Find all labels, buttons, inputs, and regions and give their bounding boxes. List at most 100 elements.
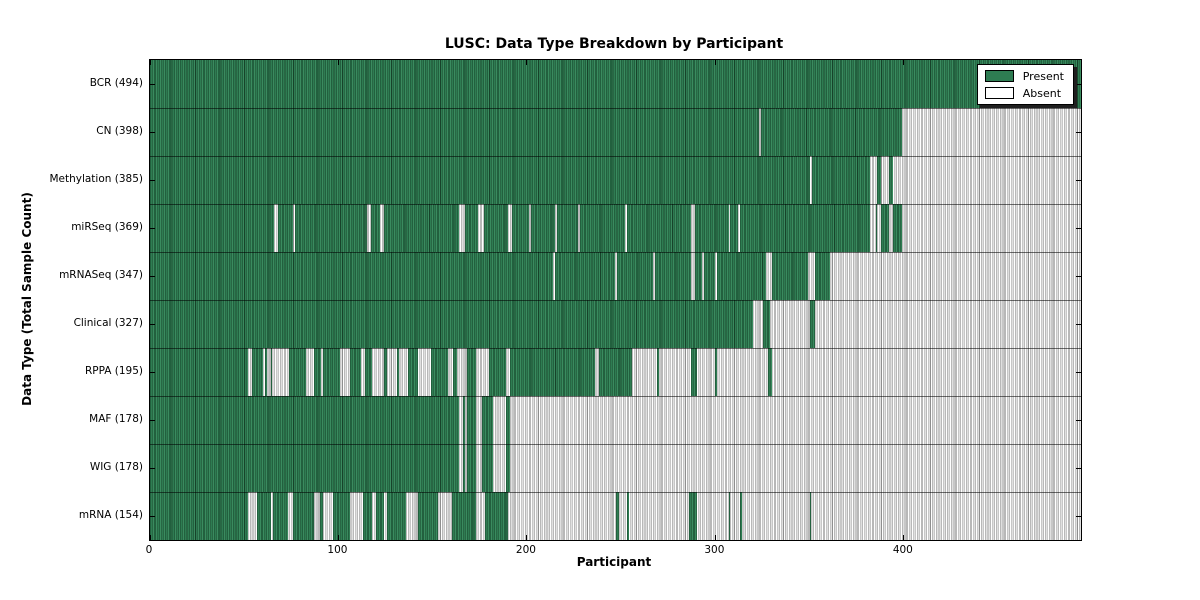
present-segment (364, 348, 373, 396)
row-separator (150, 491, 1081, 493)
present-segment (150, 492, 248, 540)
present-segment (323, 348, 341, 396)
present-segment (892, 204, 902, 252)
row-mRNASeq (150, 252, 1081, 300)
x-tick-label: 400 (892, 544, 913, 556)
present-segment (728, 492, 731, 540)
present-segment (626, 204, 691, 252)
y-tick-label: mRNA (154) (78, 509, 143, 521)
present-segment (264, 348, 267, 396)
x-tick-label: 200 (515, 544, 536, 556)
row-separator (150, 251, 1081, 253)
y-tick-label: miRSeq (369) (71, 221, 143, 233)
row-separator (150, 443, 1081, 445)
present-segment (481, 396, 493, 444)
y-tick-label: WIG (178) (89, 461, 143, 473)
present-segment (362, 492, 373, 540)
row-MAF (150, 396, 1081, 444)
row-WIG (150, 444, 1081, 492)
x-tick-label: 0 (145, 544, 153, 556)
present-segment (506, 396, 510, 444)
legend: Present Absent (976, 64, 1074, 105)
present-segment (251, 348, 264, 396)
present-segment (760, 108, 902, 156)
legend-absent-swatch (984, 87, 1014, 99)
present-segment (888, 156, 893, 204)
present-segment (615, 492, 620, 540)
present-segment (453, 348, 458, 396)
y-tick (150, 179, 155, 181)
row-Methylation (150, 156, 1081, 204)
plot-area: Present Absent (149, 59, 1082, 541)
present-segment (875, 204, 878, 252)
present-segment (370, 204, 380, 252)
present-segment (349, 348, 362, 396)
present-segment (383, 348, 388, 396)
present-segment (762, 300, 771, 348)
present-segment (511, 204, 529, 252)
x-tick (337, 60, 339, 65)
present-segment (811, 156, 870, 204)
y-tick (150, 275, 155, 277)
present-segment (739, 204, 870, 252)
legend-absent-label: Absent (1022, 86, 1062, 100)
row-mRNA (150, 492, 1081, 540)
present-segment (150, 252, 554, 300)
x-tick (903, 535, 905, 540)
y-tick (150, 371, 155, 373)
row-BCR (150, 60, 1081, 108)
present-segment (809, 300, 816, 348)
y-tick-label: Methylation (385) (49, 173, 143, 185)
present-segment (270, 348, 273, 396)
present-segment (376, 492, 384, 540)
present-segment (730, 204, 738, 252)
y-tick (150, 515, 155, 517)
row-separator (150, 347, 1081, 349)
y-tick-label: mRNASeq (347) (59, 269, 143, 281)
present-segment (464, 204, 478, 252)
present-segment (150, 396, 460, 444)
present-segment (150, 204, 275, 252)
present-segment (150, 300, 754, 348)
present-segment (739, 492, 742, 540)
present-segment (383, 204, 460, 252)
present-segment (150, 348, 248, 396)
row-separator (150, 299, 1081, 301)
y-tick (1076, 179, 1081, 181)
present-segment (579, 204, 625, 252)
y-tick-label: RPPA (195) (84, 365, 143, 377)
y-tick-label: Clinical (327) (73, 317, 143, 329)
row-separator (150, 203, 1081, 205)
row-separator (150, 155, 1081, 157)
y-tick (1076, 227, 1081, 229)
y-tick (150, 131, 155, 133)
y-tick (150, 467, 155, 469)
present-segment (881, 204, 889, 252)
present-segment (257, 492, 271, 540)
x-axis-label: Participant (576, 555, 652, 569)
present-segment (150, 444, 460, 492)
present-segment (506, 444, 510, 492)
present-segment (462, 444, 465, 492)
y-tick-label: BCR (494) (89, 77, 143, 89)
present-segment (408, 348, 418, 396)
present-segment (704, 252, 716, 300)
present-segment (485, 492, 509, 540)
x-tick-label: 100 (327, 544, 348, 556)
y-tick (1076, 515, 1081, 517)
x-tick (150, 535, 151, 540)
present-segment (489, 348, 507, 396)
y-tick (1076, 83, 1081, 85)
x-tick (714, 60, 716, 65)
chart-title: LUSC: Data Type Breakdown by Participant (444, 36, 784, 52)
present-segment (771, 252, 808, 300)
present-segment (293, 492, 314, 540)
y-tick-label: MAF (178) (89, 413, 143, 425)
x-tick (337, 535, 339, 540)
y-tick (1076, 323, 1081, 325)
x-tick (150, 60, 151, 65)
row-separator (150, 107, 1081, 109)
present-segment (319, 492, 324, 540)
y-tick (1076, 131, 1081, 133)
